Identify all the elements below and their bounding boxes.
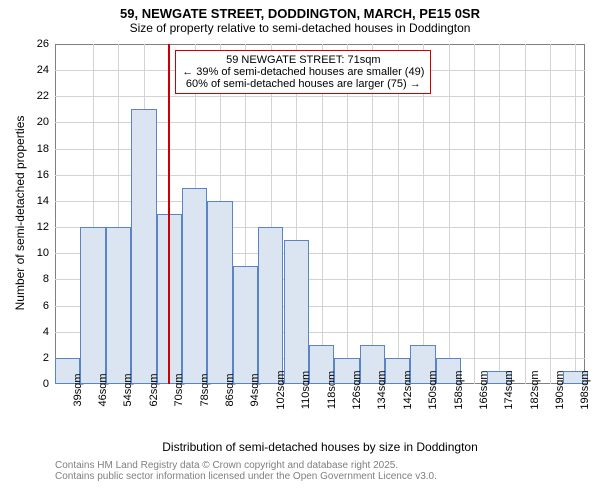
gridline: [55, 96, 585, 97]
histogram-bar: [106, 227, 131, 384]
x-tick-label: 158sqm: [453, 370, 465, 409]
y-tick-label: 14: [27, 195, 49, 207]
y-tick-label: 8: [27, 273, 49, 285]
reference-line: [168, 44, 170, 384]
histogram-bar: [207, 201, 232, 384]
y-tick-label: 0: [27, 378, 49, 390]
gridline: [372, 44, 373, 384]
gridline: [525, 44, 526, 384]
y-tick-label: 10: [27, 247, 49, 259]
y-tick-label: 2: [27, 352, 49, 364]
x-tick-label: 198sqm: [579, 370, 591, 409]
histogram-bar: [182, 188, 207, 384]
gridline: [499, 44, 500, 384]
gridline: [322, 44, 323, 384]
annotation-box: 59 NEWGATE STREET: 71sqm← 39% of semi-de…: [175, 50, 431, 94]
histogram-bar: [80, 227, 105, 384]
gridline: [550, 44, 551, 384]
x-tick-label: 182sqm: [529, 370, 541, 409]
y-tick-label: 24: [27, 64, 49, 76]
annotation-line-1: 59 NEWGATE STREET: 71sqm: [226, 54, 380, 66]
gridline: [398, 44, 399, 384]
gridline: [575, 44, 576, 384]
gridline: [423, 44, 424, 384]
chart-title: 59, NEWGATE STREET, DODDINGTON, MARCH, P…: [0, 0, 600, 21]
histogram-bar: [131, 109, 156, 384]
chart-container: 59, NEWGATE STREET, DODDINGTON, MARCH, P…: [0, 0, 600, 500]
gridline: [474, 44, 475, 384]
histogram-bar: [284, 240, 309, 384]
footer-line-2: Contains public sector information licen…: [55, 471, 437, 482]
y-tick-label: 26: [27, 38, 49, 50]
x-axis-label: Distribution of semi-detached houses by …: [55, 440, 585, 454]
annotation-line-2: ← 39% of semi-detached houses are smalle…: [182, 66, 424, 78]
histogram-bar: [233, 266, 258, 384]
y-tick-label: 6: [27, 300, 49, 312]
y-tick-label: 16: [27, 169, 49, 181]
y-tick-label: 22: [27, 90, 49, 102]
y-tick-label: 4: [27, 326, 49, 338]
y-tick-label: 18: [27, 143, 49, 155]
footer-text: Contains HM Land Registry data © Crown c…: [55, 460, 437, 482]
x-tick-label: 174sqm: [503, 370, 515, 409]
footer-line-1: Contains HM Land Registry data © Crown c…: [55, 460, 398, 471]
annotation-line-3: 60% of semi-detached houses are larger (…: [186, 78, 421, 90]
histogram-bar: [258, 227, 283, 384]
gridline: [347, 44, 348, 384]
y-tick-label: 12: [27, 221, 49, 233]
chart-subtitle: Size of property relative to semi-detach…: [0, 21, 600, 39]
y-tick-label: 20: [27, 116, 49, 128]
y-axis-label: Number of semi-detached properties: [13, 103, 27, 323]
gridline: [449, 44, 450, 384]
